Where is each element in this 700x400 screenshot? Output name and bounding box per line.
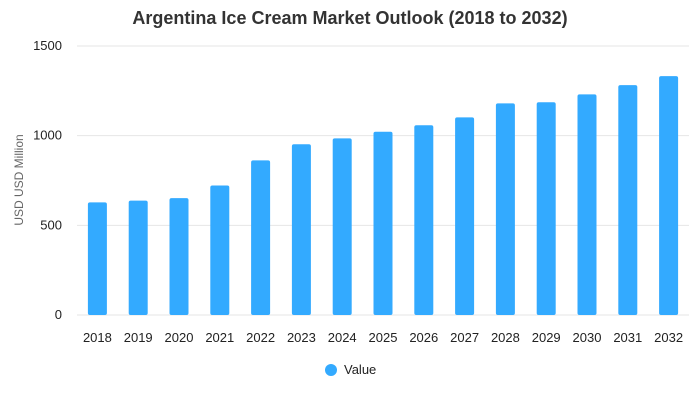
y-tick-label: 500 [40,217,62,232]
bar-2027[interactable] [455,117,475,316]
bar-2023[interactable] [291,144,311,315]
x-tick-label: 2019 [124,330,153,345]
bar-2019[interactable] [128,200,148,315]
x-tick-label: 2029 [532,330,561,345]
x-tick-label: 2025 [369,330,398,345]
bar-2028[interactable] [495,103,515,315]
y-axis-ticks: 0 500 1000 1500 [33,38,62,322]
y-axis-label: USD USD Million [12,134,26,225]
bars [87,76,679,316]
bar-2025[interactable] [373,131,393,315]
bar-2031[interactable] [618,85,638,315]
x-tick-label: 2022 [246,330,275,345]
bar-2022[interactable] [251,160,271,315]
bar-2024[interactable] [332,138,352,315]
bar-2021[interactable] [210,185,230,315]
y-tick-label: 1500 [33,38,62,53]
x-tick-label: 2023 [287,330,316,345]
x-tick-label: 2028 [491,330,520,345]
x-tick-label: 2021 [205,330,234,345]
bar-2032[interactable] [659,76,679,315]
x-tick-label: 2027 [450,330,479,345]
x-axis-ticks: 2018 2019 2020 2021 2022 2023 2024 2025 2026 2027… [83,330,683,345]
bar-2026[interactable] [414,125,434,316]
bar-2030[interactable] [577,94,597,315]
x-tick-label: 2032 [654,330,683,345]
legend[interactable]: Value [325,362,376,377]
bar-2029[interactable] [536,102,556,315]
x-tick-label: 2026 [409,330,438,345]
x-tick-label: 2020 [165,330,194,345]
bar-2020[interactable] [169,198,189,315]
legend-label: Value [344,362,376,377]
bar-2018[interactable] [87,202,107,315]
x-tick-label: 2030 [573,330,602,345]
chart-title: Argentina Ice Cream Market Outlook (2018… [132,8,567,28]
y-tick-label: 0 [55,307,62,322]
y-tick-label: 1000 [33,128,62,143]
legend-marker [325,364,337,376]
x-tick-label: 2018 [83,330,112,345]
x-tick-label: 2031 [613,330,642,345]
x-tick-label: 2024 [328,330,357,345]
